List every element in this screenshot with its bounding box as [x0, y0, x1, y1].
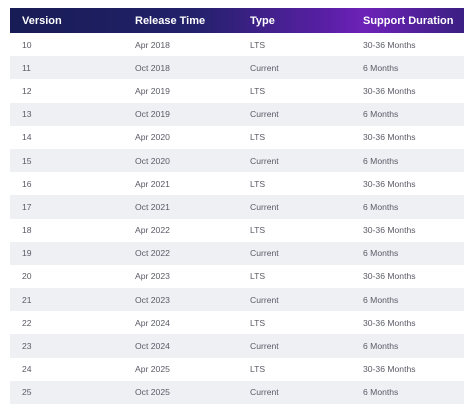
table-cell: Oct 2021 [135, 201, 170, 212]
table-cell: LTS [250, 39, 266, 50]
table-row: 20 Apr 2023 LTS 30-36 Months [10, 264, 464, 289]
table-cell: Current [250, 387, 279, 398]
table-cell: Current [250, 201, 279, 212]
table-cell: 30-36 Months [363, 132, 416, 143]
table-row: 16 Apr 2021 LTS 30-36 Months [10, 172, 464, 196]
table-cell: Oct 2024 [135, 341, 170, 352]
table-cell: 30-36 Months [363, 271, 416, 282]
table-header: Version Release Time Type Support Duration [10, 8, 464, 33]
table-cell: 12 [22, 85, 32, 96]
table-row: 17 Oct 2021 Current 6 Months [10, 195, 464, 219]
table-cell: LTS [250, 271, 266, 282]
table-cell: Oct 2025 [135, 387, 170, 398]
table-cell: 6 Months [363, 387, 399, 398]
table-row: 18 Apr 2022 LTS 30-36 Months [10, 218, 464, 242]
table-cell: Oct 2023 [135, 294, 170, 305]
table-cell: 24 [22, 364, 32, 375]
table-cell: LTS [250, 317, 266, 328]
table-cell: Oct 2020 [135, 155, 170, 166]
table-row: 12 Apr 2019 LTS 30-36 Months [10, 79, 464, 103]
release-table: Version Release Time Type Support Duration … [10, 8, 464, 404]
table-cell: LTS [250, 225, 266, 236]
table-cell: 11 [22, 62, 31, 73]
table-cell: 6 Months [363, 155, 399, 166]
table-cell: 30-36 Months [363, 178, 416, 189]
table-cell: Apr 2020 [135, 132, 170, 143]
table-cell: 22 [22, 317, 32, 328]
table-cell: 13 [22, 109, 32, 120]
table-cell: Apr 2023 [135, 271, 170, 282]
table-row: 13 Oct 2019 Current 6 Months [10, 102, 464, 126]
table-cell: 6 Months [363, 248, 399, 259]
table-row: 25 Oct 2025 Current 6 Months [10, 380, 464, 404]
table-cell: 6 Months [363, 62, 399, 73]
table-row: 19 Oct 2022 Current 6 Months [10, 241, 464, 265]
header-row: Version Release Time Type Support Duration [10, 8, 464, 33]
table-row: 21 Oct 2023 Current 6 Months [10, 288, 464, 312]
column-header: Support Duration [363, 14, 454, 27]
table-cell: Apr 2024 [135, 317, 170, 328]
table-row: 10 Apr 2018 LTS 30-36 Months [10, 33, 464, 57]
table-cell: Oct 2019 [135, 109, 170, 120]
table-cell: Apr 2019 [135, 85, 170, 96]
table-cell: Current [250, 62, 279, 73]
table-row: 24 Apr 2025 LTS 30-36 Months [10, 357, 464, 381]
table-cell: Current [250, 248, 279, 259]
table-cell: 30-36 Months [363, 85, 416, 96]
table-cell: Apr 2021 [135, 178, 170, 189]
table-row: 22 Apr 2024 LTS 30-36 Months [10, 311, 464, 335]
column-header: Type [250, 14, 275, 27]
table-cell: 20 [22, 271, 32, 282]
table-cell: 16 [22, 178, 32, 189]
table-cell: LTS [250, 85, 266, 96]
table-cell: 30-36 Months [363, 225, 416, 236]
table-cell: 15 [22, 155, 32, 166]
table-cell: Apr 2018 [135, 39, 170, 50]
table-cell: Current [250, 109, 279, 120]
table-cell: 18 [22, 225, 32, 236]
table-cell: 6 Months [363, 341, 399, 352]
table-cell: 10 [22, 39, 32, 50]
table-cell: 30-36 Months [363, 39, 416, 50]
table-row: 14 Apr 2020 LTS 30-36 Months [10, 125, 464, 149]
table-cell: Current [250, 341, 279, 352]
table-cell: Apr 2025 [135, 364, 170, 375]
table-cell: 30-36 Months [363, 364, 416, 375]
table-cell: LTS [250, 132, 266, 143]
table-cell: Current [250, 155, 279, 166]
table-cell: 25 [22, 387, 32, 398]
column-header: Version [22, 14, 62, 27]
table-cell: LTS [250, 178, 266, 189]
table-cell: Apr 2022 [135, 225, 170, 236]
table-cell: LTS [250, 364, 266, 375]
table-body: 10 Apr 2018 LTS 30-36 Months 11 Oct 2018 Curre… [10, 33, 464, 404]
table-cell: 6 Months [363, 201, 399, 212]
table-container: Version Release Time Type Support Duration … [10, 8, 464, 404]
column-header: Release Time [135, 14, 206, 27]
table-cell: Oct 2022 [135, 248, 170, 259]
table-cell: 30-36 Months [363, 317, 416, 328]
table-cell: 21 [22, 294, 32, 305]
table-cell: 6 Months [363, 109, 399, 120]
table-cell: 23 [22, 341, 32, 352]
table-row: 15 Oct 2020 Current 6 Months [10, 148, 464, 173]
table-cell: Current [250, 294, 279, 305]
table-cell: 19 [22, 248, 32, 259]
table-cell: Oct 2018 [135, 62, 170, 73]
table-cell: 14 [22, 132, 32, 143]
table-row: 11 Oct 2018 Current 6 Months [10, 56, 464, 80]
table-cell: 6 Months [363, 294, 399, 305]
table-row: 23 Oct 2024 Current 6 Months [10, 334, 464, 358]
table-cell: 17 [22, 201, 32, 212]
